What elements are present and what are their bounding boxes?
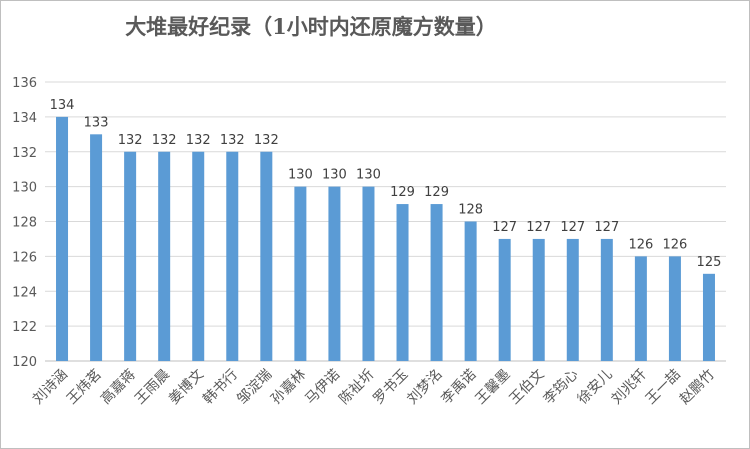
data-label: 130 [322, 168, 347, 183]
data-label: 127 [492, 220, 517, 235]
data-label: 134 [50, 98, 75, 113]
data-label: 129 [424, 185, 449, 200]
data-label: 126 [663, 237, 688, 252]
x-tick-label: 孙嘉林 [268, 367, 309, 408]
bar [192, 151, 205, 361]
y-tick-label: 134 [12, 111, 37, 126]
x-tick-label: 徐安儿 [575, 367, 616, 408]
data-label: 132 [220, 133, 245, 148]
bar [566, 238, 579, 361]
bar [396, 204, 409, 361]
data-label: 125 [697, 255, 722, 270]
y-tick-label: 132 [12, 146, 37, 161]
x-tick-label: 姜博文 [165, 366, 207, 408]
x-tick-label: 李筠心 [540, 366, 582, 408]
x-tick-label: 王伯文 [507, 367, 548, 408]
data-label: 132 [254, 133, 279, 148]
data-label: 127 [526, 220, 551, 235]
data-label: 127 [560, 220, 585, 235]
bar [158, 151, 171, 361]
data-label: 132 [152, 133, 177, 148]
bar [294, 186, 307, 361]
x-tick-label: 邹淀瑞 [234, 367, 275, 408]
y-tick-label: 130 [12, 181, 37, 196]
x-tick-label: 刘梦洺 [404, 367, 445, 408]
x-tick-label: 韩书行 [200, 367, 241, 408]
bar [124, 151, 137, 361]
data-label: 126 [628, 237, 653, 252]
data-label: 132 [186, 133, 211, 148]
bar [668, 256, 681, 361]
x-tick-label: 刘诗涵 [30, 367, 71, 408]
bar [702, 273, 715, 361]
bar [600, 238, 613, 361]
bar [260, 151, 273, 361]
data-label: 130 [288, 168, 313, 183]
data-label: 127 [594, 220, 619, 235]
x-tick-label: 王炜茗 [64, 367, 105, 408]
y-tick-label: 124 [12, 285, 37, 300]
chart-title: 大堆最好纪录（1小时内还原魔方数量） [125, 14, 497, 39]
x-tick-label: 罗书玉 [370, 367, 411, 408]
bar [90, 134, 103, 361]
x-tick-label: 王雨晨 [132, 367, 173, 408]
x-tick-label: 高嘉蒋 [97, 366, 139, 408]
x-tick-label: 李禹诺 [438, 367, 479, 408]
x-tick-label: 刘兆轩 [609, 367, 650, 408]
y-tick-label: 126 [12, 250, 37, 265]
data-label: 130 [356, 168, 381, 183]
y-tick-label: 120 [12, 355, 37, 370]
data-label: 132 [118, 133, 143, 148]
data-label: 128 [458, 203, 483, 218]
bar [362, 186, 375, 361]
bar [498, 238, 511, 361]
bar [328, 186, 341, 361]
bar [226, 151, 239, 361]
data-label: 133 [84, 115, 109, 130]
x-tick-label: 赵鹏竹 [677, 367, 718, 408]
bar [634, 256, 647, 361]
data-label: 129 [390, 185, 415, 200]
y-tick-label: 136 [12, 76, 37, 91]
y-tick-label: 128 [12, 216, 37, 231]
bar [532, 238, 545, 361]
x-tick-label: 王一喆 [643, 367, 684, 408]
x-tick-label: 马伊诺 [302, 367, 343, 408]
x-tick-label: 王馨墨 [472, 367, 513, 408]
x-tick-label: 陈祉圻 [336, 366, 378, 408]
bar [464, 221, 477, 361]
bar [56, 116, 69, 361]
y-tick-label: 122 [12, 320, 37, 335]
bar [430, 204, 443, 361]
